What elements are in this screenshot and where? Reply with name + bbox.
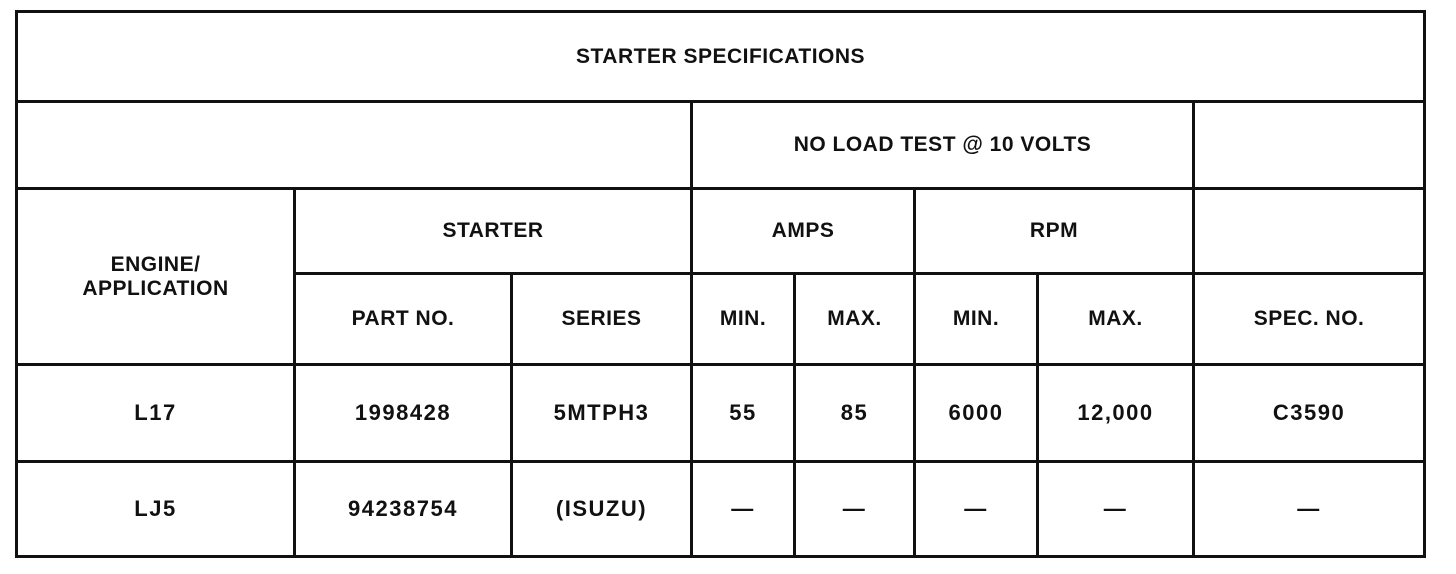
part-no-cell: 1998428 <box>293 363 513 463</box>
table-row: LJ5 94238754 (ISUZU) — — — — — <box>15 460 1427 558</box>
engine-header-line2: APPLICATION <box>82 276 229 300</box>
engine-cell: LJ5 <box>15 460 296 558</box>
rpm-max-header: MAX. <box>1036 272 1195 366</box>
rpm-min-cell: — <box>913 460 1039 558</box>
blank-header-cell <box>1191 187 1427 275</box>
no-load-test-header: NO LOAD TEST @ 10 VOLTS <box>690 100 1195 190</box>
part-no-header: PART NO. <box>293 272 513 366</box>
amps-max-cell: 85 <box>793 363 916 463</box>
engine-application-header: ENGINE/APPLICATION <box>15 187 296 366</box>
spec-no-cell: C3590 <box>1191 363 1427 463</box>
amps-min-cell: — <box>690 460 796 558</box>
spec-no-cell: — <box>1191 460 1427 558</box>
starter-specifications-table: STARTER SPECIFICATIONS NO LOAD TEST @ 10… <box>14 10 1427 558</box>
blank-header-cell <box>15 100 693 190</box>
amps-min-header: MIN. <box>690 272 796 366</box>
table-row: L17 1998428 5MTPH3 55 85 6000 12,000 C35… <box>15 363 1427 463</box>
series-cell: 5MTPH3 <box>510 363 693 463</box>
rpm-min-header: MIN. <box>913 272 1039 366</box>
part-no-cell: 94238754 <box>293 460 513 558</box>
rpm-header: RPM <box>913 187 1195 275</box>
table-title: STARTER SPECIFICATIONS <box>14 10 1427 103</box>
amps-max-cell: — <box>793 460 916 558</box>
amps-header: AMPS <box>690 187 916 275</box>
rpm-max-cell: — <box>1036 460 1195 558</box>
engine-header-line1: ENGINE/ <box>110 252 201 276</box>
engine-cell: L17 <box>15 363 296 463</box>
rpm-min-cell: 6000 <box>913 363 1039 463</box>
amps-min-cell: 55 <box>690 363 796 463</box>
series-cell: (ISUZU) <box>510 460 693 558</box>
series-header: SERIES <box>510 272 693 366</box>
rpm-max-cell: 12,000 <box>1036 363 1195 463</box>
blank-header-cell <box>1191 100 1427 190</box>
amps-max-header: MAX. <box>793 272 916 366</box>
spec-no-header: SPEC. NO. <box>1191 272 1427 366</box>
starter-header: STARTER <box>293 187 693 275</box>
